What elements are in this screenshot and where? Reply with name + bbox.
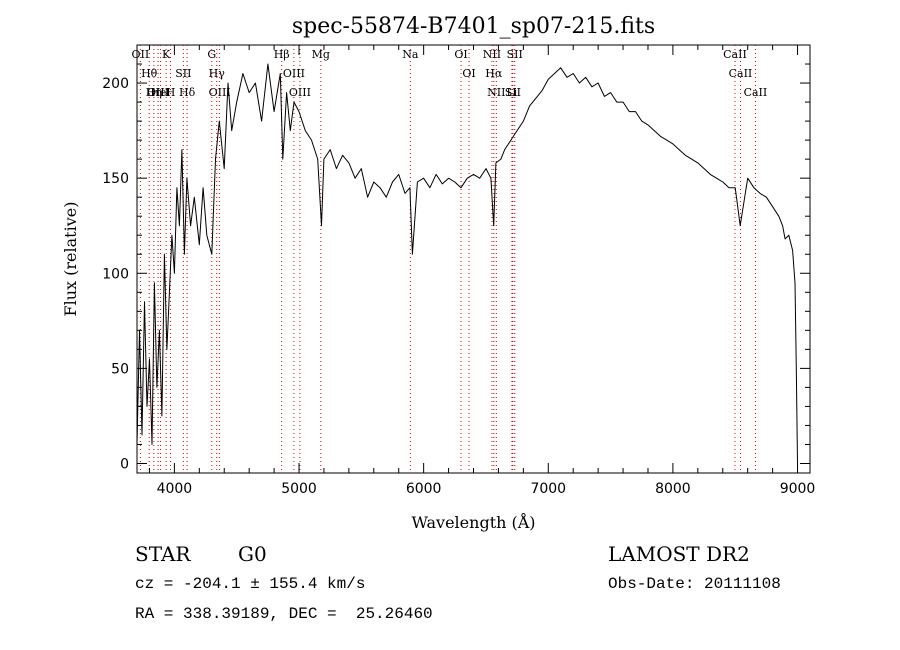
line-marker-label: K xyxy=(162,48,171,61)
x-tick-label: 4000 xyxy=(157,481,193,497)
line-marker-label: CaII xyxy=(729,67,753,80)
line-marker-label: Hδ xyxy=(179,86,196,99)
object-class: STAR xyxy=(135,542,191,566)
line-marker-label: Hη xyxy=(146,86,162,99)
obs-date-text: Obs-Date: 20111108 xyxy=(608,575,781,593)
x-tick-label: 7000 xyxy=(530,481,566,497)
y-tick-label: 200 xyxy=(102,76,129,92)
line-marker-label: Li xyxy=(506,86,517,99)
line-marker-label: OIII xyxy=(283,67,305,80)
line-marker-label: OI xyxy=(454,48,467,61)
x-tick-label: 6000 xyxy=(406,481,442,497)
x-tick-label: 5000 xyxy=(281,481,317,497)
line-marker-label: Hβ xyxy=(274,48,290,61)
line-marker-label: OIII xyxy=(289,86,311,99)
x-tick-label: 8000 xyxy=(655,481,691,497)
redshift-text: cz = -204.1 ± 155.4 km/s xyxy=(135,575,366,593)
line-marker-label: SII xyxy=(505,86,521,99)
line-marker-label: Mg xyxy=(312,48,330,61)
axis-ticks: 4000 5000 6000 7000 8000 9000 0 50 100 150 200 xyxy=(102,45,815,497)
y-tick-label: 50 xyxy=(111,361,129,377)
plot-frame xyxy=(136,44,811,474)
line-marker-label: NII xyxy=(483,48,501,61)
line-marker-label: CaII xyxy=(744,86,768,99)
line-marker-label: Na xyxy=(402,48,419,61)
line-marker-label: SII xyxy=(507,48,523,61)
spectrum-line xyxy=(136,63,798,464)
y-axis-label: Flux (relative) xyxy=(61,202,80,317)
line-marker-label: Hθ xyxy=(141,67,158,80)
object-subclass: G0 xyxy=(238,542,267,566)
line-marker-label: OI xyxy=(462,67,475,80)
coordinates-text: RA = 338.39189, DEC = 25.26460 xyxy=(135,605,433,623)
y-tick-label: 100 xyxy=(102,266,129,282)
line-marker-label: OIII xyxy=(147,86,169,99)
survey-name: LAMOST DR2 xyxy=(608,542,750,566)
series-layer xyxy=(136,63,798,464)
x-tick-label: 9000 xyxy=(780,481,816,497)
line-marker-label: HeI xyxy=(150,86,170,99)
spectral-line-markers xyxy=(139,45,756,473)
line-marker-label: H xyxy=(166,86,176,99)
line-marker-label: G xyxy=(207,48,216,61)
y-tick-label: 0 xyxy=(120,456,129,472)
line-marker-label: OIII xyxy=(209,86,231,99)
line-marker-label: Hγ xyxy=(209,67,226,80)
y-tick-label: 150 xyxy=(102,171,129,187)
chart-title: spec-55874-B7401_sp07-215.fits xyxy=(292,14,655,39)
spectral-line-labels: OIIHθHηOIIIHeIKHSIIHδGHγOIIIHβOIIIOIIIMg… xyxy=(132,48,768,99)
line-marker-label: CaII xyxy=(723,48,747,61)
line-marker-label: SII xyxy=(175,67,191,80)
line-marker-label: NII xyxy=(487,86,505,99)
line-marker-label: OII xyxy=(132,48,150,61)
x-axis-label: Wavelength (Å) xyxy=(411,512,535,532)
line-marker-label: Hα xyxy=(485,67,503,80)
